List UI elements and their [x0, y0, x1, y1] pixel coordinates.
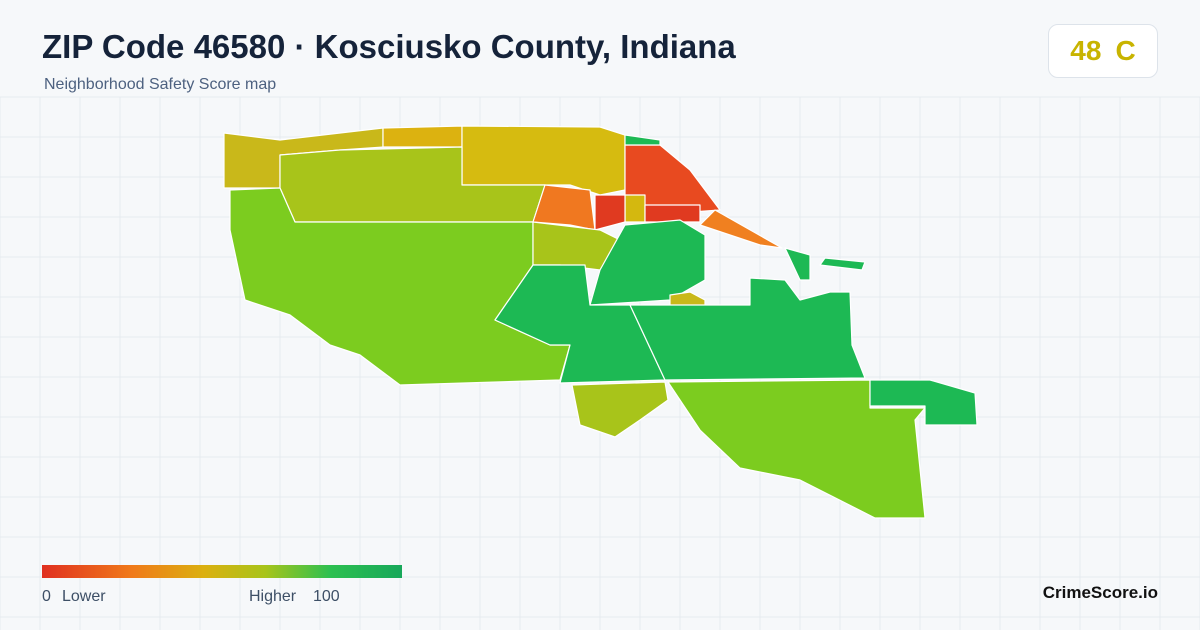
region [594, 194, 626, 231]
region [382, 125, 463, 148]
title: ZIP Code 46580 · Kosciusko County, India… [42, 28, 736, 65]
legend-high: Higher [249, 588, 297, 605]
region [571, 381, 669, 438]
score-badge: 48 C [1048, 24, 1158, 78]
region [784, 247, 811, 281]
regions [223, 125, 978, 519]
region [699, 209, 783, 249]
region [629, 277, 866, 381]
region [819, 257, 866, 271]
region [624, 194, 646, 223]
subtitle: Neighborhood Safety Score map [44, 76, 277, 93]
region [494, 264, 666, 384]
legend-low: Lower [62, 588, 106, 605]
score-value: 48 [1070, 35, 1102, 66]
legend-max: 100 [313, 588, 340, 605]
region [644, 204, 701, 223]
region [869, 379, 978, 426]
score-grade: C [1115, 35, 1136, 66]
region [624, 134, 661, 146]
legend-min: 0 [42, 588, 51, 605]
legend-gradient [42, 565, 402, 578]
brand: CrimeScore.io [1042, 583, 1158, 602]
region [669, 291, 706, 308]
region [589, 219, 706, 306]
